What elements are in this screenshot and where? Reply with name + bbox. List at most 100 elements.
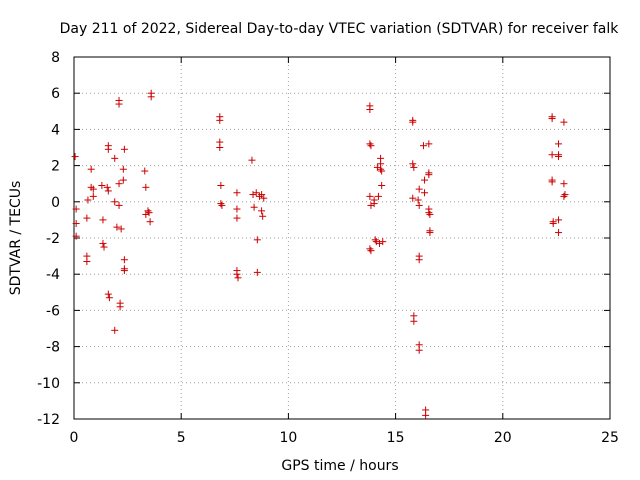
- data-point: [258, 207, 266, 215]
- data-point: [83, 214, 91, 222]
- data-point: [250, 203, 258, 211]
- data-point: [141, 167, 149, 175]
- data-point: [555, 140, 563, 148]
- data-point: [234, 274, 242, 282]
- data-point: [115, 180, 123, 188]
- data-point: [425, 140, 433, 148]
- y-tick-label: -6: [46, 303, 60, 319]
- data-point: [142, 210, 150, 218]
- data-point: [560, 192, 568, 200]
- data-point: [111, 154, 119, 162]
- data-point: [419, 142, 427, 150]
- data-point: [89, 192, 97, 200]
- data-point: [549, 220, 557, 228]
- data-point: [120, 256, 128, 264]
- y-tick-label: 8: [51, 50, 60, 66]
- y-axis-label: SDTVAR / TECUs: [8, 181, 24, 296]
- data-point: [548, 115, 556, 123]
- data-point: [414, 196, 422, 204]
- data-point: [142, 183, 150, 191]
- x-tick-label: 10: [279, 430, 297, 446]
- data-point: [120, 267, 128, 275]
- data-point: [252, 189, 260, 197]
- data-point: [89, 185, 97, 193]
- data-point: [560, 180, 568, 188]
- x-tick-label: 0: [70, 430, 79, 446]
- data-point: [415, 185, 423, 193]
- data-point: [216, 144, 224, 151]
- data-point: [421, 189, 429, 197]
- data-point: [217, 182, 225, 190]
- data-point: [249, 191, 257, 199]
- data-point: [409, 160, 417, 168]
- data-point: [253, 268, 261, 276]
- data-point: [233, 214, 241, 222]
- grid-lines: [74, 57, 610, 419]
- y-tick-label: 0: [51, 195, 60, 211]
- data-point: [372, 238, 380, 246]
- data-point: [117, 225, 125, 233]
- x-tick-label: 15: [387, 430, 405, 446]
- data-point: [144, 207, 152, 215]
- data-point: [72, 205, 80, 213]
- data-point: [119, 176, 127, 184]
- y-tick-label: 4: [51, 122, 60, 138]
- data-point: [147, 93, 155, 101]
- x-tick-label: 20: [494, 430, 512, 446]
- data-point: [259, 212, 267, 220]
- data-point: [103, 183, 111, 191]
- data-point: [366, 192, 374, 200]
- y-axis-tick-labels: -12 -10 -8 -6 -4 -2 0 2 4 6 8: [37, 50, 60, 428]
- x-axis-tick-labels: 0 5 10 15 20 25: [70, 430, 619, 446]
- data-point: [100, 243, 108, 251]
- y-tick-label: 2: [51, 159, 60, 175]
- data-point: [560, 118, 568, 126]
- y-tick-label: -2: [46, 231, 60, 247]
- axis-ticks: [73, 56, 611, 420]
- data-point: [366, 245, 374, 253]
- data-point: [113, 223, 121, 231]
- data-point: [217, 200, 225, 208]
- data-point: [366, 140, 374, 148]
- y-tick-label: 6: [51, 86, 60, 102]
- data-point: [378, 182, 386, 190]
- data-point: [378, 167, 386, 175]
- chart-title: Day 211 of 2022, Sidereal Day-to-day VTE…: [60, 21, 620, 37]
- data-point: [120, 145, 128, 153]
- data-point: [248, 156, 256, 164]
- data-point: [409, 118, 417, 126]
- data-point: [104, 290, 112, 298]
- data-point: [146, 218, 154, 226]
- x-tick-label: 5: [177, 430, 186, 446]
- data-point: [555, 216, 563, 224]
- data-point: [111, 198, 119, 206]
- data-point: [373, 163, 381, 171]
- data-point: [374, 192, 382, 200]
- data-point: [555, 153, 563, 161]
- data-point: [370, 200, 378, 208]
- data-point: [415, 346, 423, 354]
- data-point: [425, 209, 433, 217]
- data-point: [233, 205, 241, 213]
- data-point: [422, 411, 430, 419]
- data-point: [366, 105, 374, 113]
- data-point: [253, 236, 261, 244]
- data-point: [377, 165, 385, 173]
- data-point: [426, 210, 434, 218]
- data-point: [410, 317, 418, 325]
- x-tick-label: 25: [601, 430, 619, 446]
- data-point: [145, 209, 153, 217]
- data-point: [71, 153, 79, 161]
- data-point: [555, 229, 563, 237]
- data-point: [115, 201, 123, 209]
- data-point: [111, 326, 119, 334]
- data-point: [119, 165, 127, 173]
- y-tick-label: -12: [37, 412, 60, 428]
- data-point: [371, 236, 379, 244]
- x-axis-label: GPS time / hours: [281, 458, 398, 474]
- data-point: [116, 303, 124, 311]
- data-point: [367, 247, 375, 255]
- y-tick-label: -8: [46, 340, 60, 356]
- data-point: [105, 294, 113, 302]
